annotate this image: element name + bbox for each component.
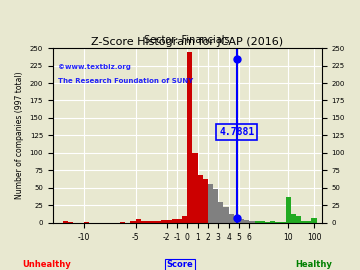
Bar [161,220,167,223]
Bar [167,220,172,223]
Bar [182,216,187,223]
Bar [280,222,285,223]
Text: Healthy: Healthy [295,260,332,269]
Bar [177,219,182,223]
Text: Sector: Financials: Sector: Financials [144,35,230,45]
Bar [68,222,73,223]
Bar [306,221,311,223]
Bar [296,217,301,223]
Bar [275,222,280,223]
Bar [198,175,203,223]
Bar [203,180,208,223]
Bar [136,219,141,223]
Bar [208,184,213,223]
Bar [146,221,151,223]
Bar [311,218,316,223]
Bar [260,221,265,223]
Bar [265,222,270,223]
Title: Z-Score Histogram for JCAP (2016): Z-Score Histogram for JCAP (2016) [91,37,283,47]
Bar [193,153,198,223]
Bar [141,221,146,223]
Text: Unhealthy: Unhealthy [22,260,71,269]
Bar [172,219,177,223]
Bar [285,197,291,223]
Bar [187,52,193,223]
Y-axis label: Number of companies (997 total): Number of companies (997 total) [15,72,24,199]
Bar [218,202,224,223]
Bar [130,221,136,223]
Bar [63,221,68,223]
Text: ©www.textbiz.org: ©www.textbiz.org [58,64,131,70]
Bar [255,221,260,223]
Bar [234,217,239,223]
Bar [291,214,296,223]
Bar [249,221,255,223]
Bar [120,222,125,223]
Bar [301,221,306,223]
Bar [151,221,156,223]
Bar [244,220,249,223]
Bar [239,219,244,223]
Bar [270,221,275,223]
Bar [229,214,234,223]
Bar [156,221,161,223]
Text: The Research Foundation of SUNY: The Research Foundation of SUNY [58,78,193,84]
Bar [224,207,229,223]
Bar [84,222,89,223]
Text: 4.7881: 4.7881 [219,127,255,137]
Bar [213,189,218,223]
Text: Score: Score [167,260,193,269]
